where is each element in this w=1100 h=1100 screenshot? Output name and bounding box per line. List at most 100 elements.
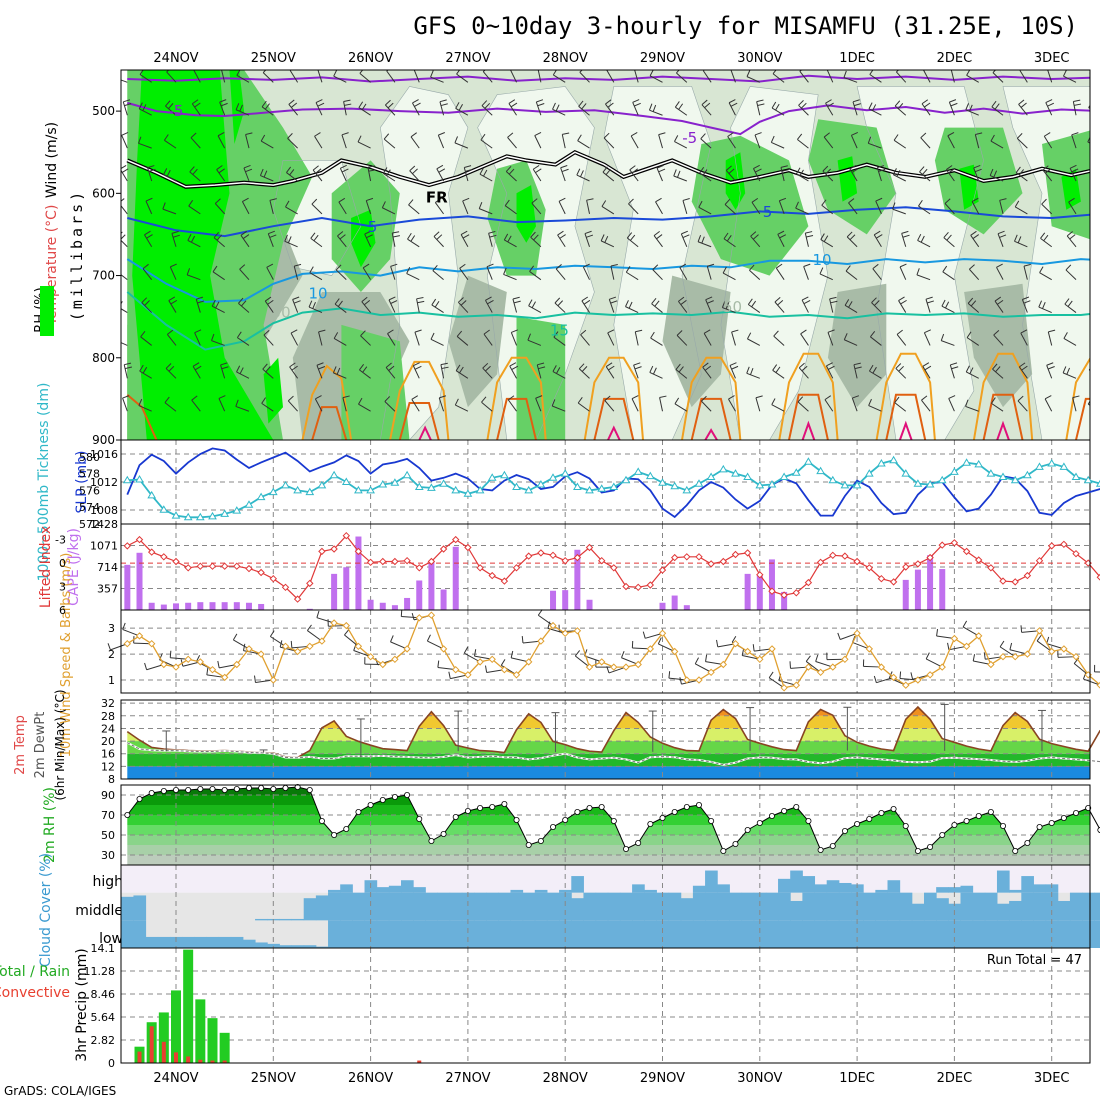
lifted-index-point (634, 583, 642, 592)
wind-barb-flag (1062, 70, 1067, 77)
wind-barb (482, 71, 493, 83)
wind-speed-point (853, 629, 861, 638)
wind-barb-flag (969, 104, 973, 112)
wind-barb (918, 205, 931, 215)
cloud-cell-middle (534, 892, 548, 921)
cross-section-labels: Wind (m/s) Temperature (°C) RH (%) (mill… (33, 122, 86, 333)
wind-speed-point (707, 668, 715, 677)
cloud-cell-middle (1057, 900, 1071, 921)
wind-barb (261, 106, 274, 116)
cloud-cell-low (376, 920, 390, 948)
wind-barb-flag (730, 102, 738, 107)
isotherm-30 (996, 420, 1010, 440)
credit-label: GrADS: COLA/IGES (4, 1084, 116, 1098)
wind-barb (142, 268, 153, 280)
lifted-index-point (1047, 542, 1056, 550)
wind-speed-point (1035, 627, 1044, 635)
wind-barb (829, 298, 834, 313)
wind-barb-flag (312, 165, 319, 171)
wind-barb-flag (995, 366, 1001, 373)
thickness-point (195, 512, 205, 521)
wind-barb-flag (343, 99, 351, 102)
wind-barb (314, 398, 323, 412)
wind-barb-flag (848, 301, 853, 308)
lifted-index-point (622, 582, 630, 591)
wind-barb-flag (673, 169, 677, 177)
thickness-point (414, 482, 424, 490)
wind-barb (605, 103, 615, 116)
wind-barb-flag (800, 329, 807, 335)
lifted-index-point (160, 553, 168, 561)
wind-barb (553, 74, 566, 83)
wind-barb-flag (916, 268, 920, 276)
wind-speed-point (1023, 650, 1032, 658)
wind-barb-flag (652, 264, 659, 270)
wind-barb-flag (458, 104, 463, 111)
wind-barb-flag (731, 635, 737, 643)
wind-barb (434, 202, 444, 215)
wind-barb-flag (634, 67, 641, 69)
wind-barb (950, 70, 955, 83)
wind-barb-flag (951, 366, 959, 370)
lifted-index-point (233, 562, 241, 570)
wind-barb-flag (236, 365, 241, 373)
wind-barb-flag (726, 235, 732, 242)
rh-point (440, 831, 447, 838)
wind-barb (410, 136, 420, 149)
rh-point (768, 813, 775, 820)
wind-barb (479, 173, 493, 182)
cloud-cell-high (705, 870, 718, 893)
wind-barb (702, 70, 712, 83)
wind-barb (145, 200, 153, 215)
wind-barb-flag (168, 103, 174, 109)
wind-speed-point (902, 681, 910, 689)
cloud-cell-middle (741, 892, 755, 921)
wind-barb-flag (240, 230, 247, 236)
wind-barb (895, 368, 907, 379)
wind-barb (1018, 104, 1028, 116)
wind-barb-flag (122, 395, 130, 399)
wind-barb-flag (560, 165, 568, 169)
rh-point (282, 785, 289, 792)
wind-barb (774, 301, 785, 313)
lifted-index-point (804, 578, 813, 587)
wind-barb (121, 204, 128, 215)
wind-barb-flag (927, 300, 934, 304)
rh-point (550, 824, 557, 831)
wind-barb-flag (830, 300, 838, 304)
thickness-point (1047, 459, 1057, 467)
lifted-index-point (974, 556, 983, 564)
wind-barb-flag (529, 265, 535, 272)
wind-barb-flag (1087, 136, 1090, 143)
wind-barb (630, 135, 639, 149)
wind-barb-flag (342, 395, 350, 399)
wind-barb-flag (731, 365, 739, 370)
wind-barb (310, 237, 323, 248)
wind-barb-flag (145, 197, 153, 202)
wind-barb-flag (754, 132, 762, 136)
wind-barb-flag (407, 233, 412, 240)
wind-speed-point (537, 637, 545, 645)
rh-point (951, 822, 958, 829)
cape-bar (939, 569, 946, 610)
wind-barb-flag (1017, 236, 1022, 244)
slp-thickness-labels: 1000~500mb Tickness (dm) SLP (mb) (36, 383, 90, 582)
wind-barb (482, 367, 493, 379)
rh-point (987, 809, 994, 816)
wind-barb-flag (124, 366, 133, 370)
wind-barb (243, 167, 250, 182)
wind-barb (850, 135, 858, 149)
wind-speed-point (439, 645, 448, 653)
wind-speed-point (816, 668, 825, 677)
wind-barb-flag (896, 169, 901, 177)
wind-barb-flag (358, 101, 364, 108)
thickness-point (852, 480, 862, 489)
date-label-bottom: 28NOV (543, 1071, 588, 1086)
wind-barb-flag (574, 650, 581, 657)
wind-barb (749, 269, 761, 281)
wind-barb-flag (290, 329, 298, 334)
cloud-cell-low (206, 936, 220, 948)
cloud-cell-middle (315, 895, 329, 921)
wind-barb-flag (114, 71, 116, 78)
wind-barb-flag (894, 396, 900, 403)
